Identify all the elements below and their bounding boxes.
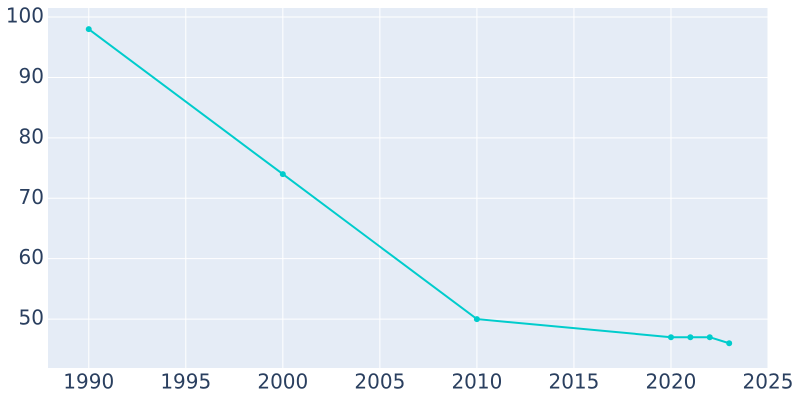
y-tick-label: 90	[19, 64, 44, 88]
x-tick-label: 2005	[354, 370, 405, 394]
y-tick-label: 50	[19, 306, 44, 330]
x-tick-label: 2000	[257, 370, 308, 394]
x-tick-label: 2020	[646, 370, 697, 394]
y-tick-label: 70	[19, 185, 44, 209]
y-tick-label: 80	[19, 124, 44, 148]
data-point	[85, 26, 92, 33]
data-point	[667, 334, 674, 341]
y-tick-label: 100	[6, 4, 44, 28]
x-tick-label: 2025	[743, 370, 794, 394]
plot-area	[48, 8, 768, 368]
x-tick-label: 2015	[548, 370, 599, 394]
x-tick-label: 1995	[160, 370, 211, 394]
x-tick-label: 1990	[63, 370, 114, 394]
x-tick-label: 2010	[451, 370, 502, 394]
data-point	[687, 334, 694, 341]
data-point	[706, 334, 713, 341]
data-point	[279, 171, 286, 178]
data-point	[473, 316, 480, 323]
data-point	[726, 340, 733, 347]
y-tick-label: 60	[19, 245, 44, 269]
